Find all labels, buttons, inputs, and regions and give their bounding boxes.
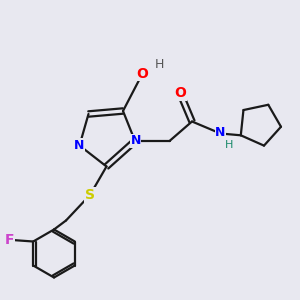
Text: O: O xyxy=(174,86,186,100)
Text: N: N xyxy=(130,134,141,148)
Text: O: O xyxy=(136,67,148,80)
Text: N: N xyxy=(74,139,84,152)
Text: H: H xyxy=(154,58,164,71)
Text: S: S xyxy=(85,188,95,202)
Text: F: F xyxy=(4,233,14,247)
Text: N: N xyxy=(215,125,226,139)
Text: H: H xyxy=(225,140,234,150)
